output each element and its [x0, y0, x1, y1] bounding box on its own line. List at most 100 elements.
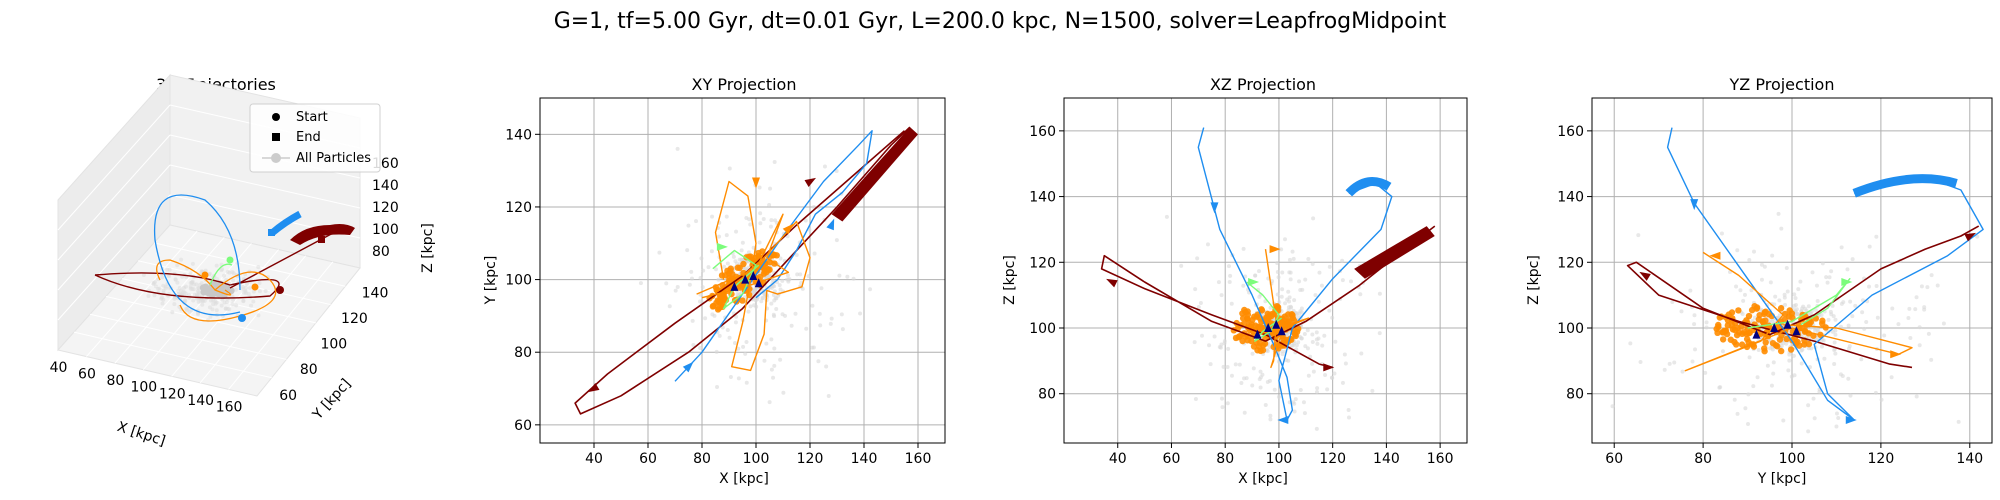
- background-particle: [1782, 292, 1787, 297]
- background-particle: [165, 267, 170, 272]
- core-particle: [765, 266, 772, 273]
- background-particle: [1275, 269, 1280, 274]
- background-particle: [1221, 364, 1226, 369]
- background-particle: [760, 296, 765, 301]
- core-particle: [1738, 341, 1746, 348]
- x-tick-label: 140: [1373, 451, 1400, 467]
- core-particle: [1755, 316, 1763, 323]
- background-particle: [1798, 279, 1803, 284]
- background-particle: [249, 303, 254, 308]
- direction-arrow: [1210, 202, 1219, 214]
- panel-xz-ylabel: Z [kpc]: [1002, 255, 1018, 305]
- background-particle: [769, 337, 774, 342]
- core-particle: [1266, 312, 1273, 319]
- background-particle: [810, 345, 815, 350]
- core-particle: [739, 297, 746, 304]
- background-particle: [196, 285, 201, 290]
- background-particle: [818, 323, 823, 328]
- direction-arrow: [1277, 416, 1289, 424]
- core-particle: [1776, 336, 1784, 343]
- y-tick-label: 80: [1566, 387, 1584, 403]
- x-tick-label: 120: [797, 451, 824, 467]
- floor-grid: [114, 236, 225, 364]
- background-particle: [161, 283, 166, 288]
- background-particle: [740, 240, 745, 245]
- background-particle: [1302, 332, 1307, 337]
- core-particle: [1242, 309, 1249, 316]
- core-particle: [1724, 322, 1731, 329]
- axes-frame: [1591, 97, 1993, 444]
- background-particle: [1313, 293, 1318, 298]
- axes-frame: [1063, 97, 1468, 444]
- background-particle: [769, 301, 774, 306]
- x-tick-label: 60: [639, 451, 657, 467]
- background-particle: [244, 282, 249, 287]
- core-particle: [1257, 347, 1264, 355]
- background-particle: [1257, 377, 1262, 382]
- background-particle: [1279, 294, 1284, 299]
- background-particle: [1342, 352, 1347, 357]
- background-particle: [769, 218, 774, 223]
- y-tick-label: 100: [505, 273, 532, 289]
- background-particle: [1827, 275, 1832, 280]
- background-particle: [1703, 370, 1708, 375]
- core-particle: [1244, 316, 1252, 324]
- background-particle: [675, 146, 680, 151]
- background-particle: [868, 287, 873, 292]
- background-particle: [1833, 317, 1838, 322]
- background-particle: [1225, 401, 1230, 406]
- background-particle: [764, 341, 769, 346]
- direction-arrow: [1639, 271, 1651, 281]
- background-particle: [1258, 385, 1263, 390]
- x-tick-label: 80: [693, 451, 711, 467]
- background-particle: [1219, 293, 1224, 298]
- x-tick-label: 40: [50, 360, 68, 376]
- background-particle: [1315, 341, 1320, 346]
- background-particle: [1919, 284, 1924, 289]
- background-particle: [1771, 360, 1776, 365]
- core-particle: [1719, 328, 1726, 336]
- background-particle: [1268, 417, 1273, 422]
- background-particle: [1200, 333, 1205, 338]
- background-particle: [1272, 387, 1277, 392]
- background-particle: [1253, 273, 1258, 278]
- core-particle: [767, 252, 774, 260]
- background-particle: [735, 292, 740, 297]
- y-tick-label: 100: [1029, 321, 1056, 337]
- background-particle: [1283, 237, 1288, 242]
- background-particle: [1297, 279, 1302, 284]
- background-particle: [1164, 214, 1169, 219]
- trajectory-line: [1100, 225, 1436, 369]
- background-particle: [1776, 211, 1781, 216]
- core-particle: [1777, 305, 1785, 312]
- background-particle: [826, 394, 831, 399]
- background-particle: [1310, 361, 1315, 366]
- background-particle: [1935, 283, 1940, 288]
- background-particle: [744, 340, 749, 345]
- background-particle: [1836, 416, 1841, 421]
- background-particle: [793, 311, 798, 316]
- background-particle: [1343, 361, 1348, 366]
- background-particle: [1636, 233, 1641, 238]
- y-tick-label: 140: [362, 285, 389, 301]
- background-particle: [1806, 429, 1811, 434]
- background-particle: [664, 281, 669, 286]
- core-particle: [1762, 317, 1769, 324]
- background-particle: [657, 250, 662, 255]
- panel-yz-ylabel: Z [kpc]: [1526, 255, 1542, 305]
- background-particle: [1838, 324, 1843, 329]
- y-tick-label: 80: [1038, 387, 1056, 403]
- background-particle: [1850, 314, 1855, 319]
- background-particle: [1975, 234, 1980, 239]
- background-particle: [206, 318, 211, 323]
- background-particle: [1850, 257, 1855, 262]
- x-tick-label: 80: [1694, 451, 1712, 467]
- background-particle: [1222, 339, 1227, 344]
- z-tick-label: 140: [372, 178, 399, 194]
- core-particle: [755, 249, 762, 257]
- end-band: [831, 127, 918, 222]
- background-particle: [231, 278, 236, 283]
- legend-all-marker: [271, 153, 281, 163]
- y-tick-label: 80: [514, 345, 532, 361]
- navy-arrow: [749, 270, 758, 280]
